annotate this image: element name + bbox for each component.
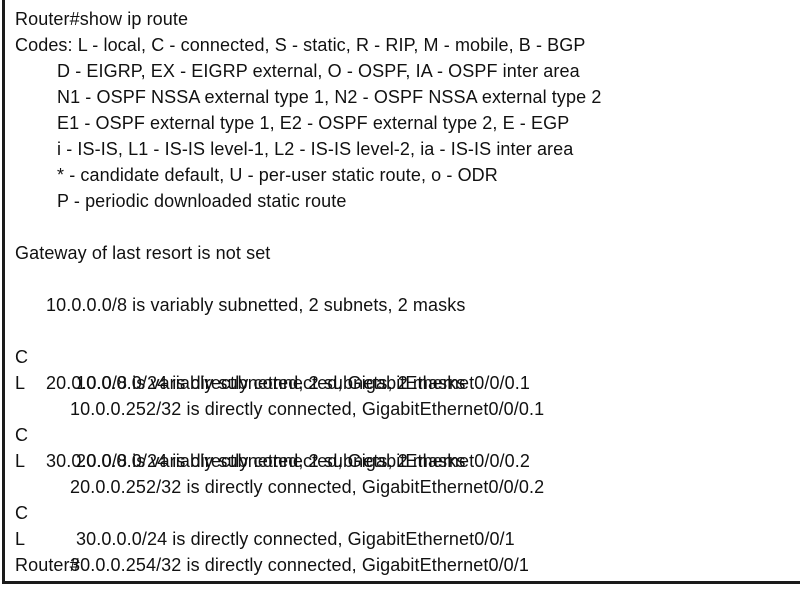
cli-prompt[interactable]: Router# (15, 555, 80, 575)
network-summary: 10.0.0.0/8 is variably subnetted, 2 subn… (46, 295, 466, 315)
command-line: Router#show ip route (15, 9, 189, 29)
codes-line-3: N1 - OSPF NSSA external type 1, N2 - OSP… (57, 87, 602, 107)
route-row: C 30.0.0.0/24 is directly connected, Gig… (15, 474, 795, 549)
route-text: 30.0.0.0/24 is directly connected, Gigab… (76, 529, 515, 549)
route-code: C (15, 425, 29, 445)
route-text: 10.0.0.252/32 is directly connected, Gig… (70, 399, 545, 419)
gateway-line: Gateway of last resort is not set (15, 243, 271, 263)
route-code: L (15, 373, 26, 393)
codes-line-2: D - EIGRP, EX - EIGRP external, O - OSPF… (57, 61, 580, 81)
route-row: L 30.0.0.254/32 is directly connected, G… (15, 500, 795, 575)
route-code: L (15, 451, 26, 471)
route-row: C 20.0.0.0/24 is directly connected, Gig… (15, 396, 795, 471)
codes-line-1: Codes: L - local, C - connected, S - sta… (15, 35, 586, 55)
route-row: L 20.0.0.252/32 is directly connected, G… (15, 422, 795, 497)
codes-line-7: P - periodic downloaded static route (57, 191, 347, 211)
route-row: L 10.0.0.252/32 is directly connected, G… (15, 344, 795, 419)
network-summary: 30.0.0.0/8 is variably subnetted, 2 subn… (46, 451, 466, 471)
route-row: C 10.0.0.0/24 is directly connected, Gig… (15, 318, 795, 393)
terminal-output: c g Router#show ip route Codes: L - loca… (2, 0, 800, 584)
route-text: 10.0.0.0/24 is directly connected, Gigab… (76, 373, 530, 393)
route-text: 20.0.0.252/32 is directly connected, Gig… (70, 477, 545, 497)
route-text: 20.0.0.0/24 is directly connected, Gigab… (76, 451, 530, 471)
route-text: 30.0.0.254/32 is directly connected, Gig… (70, 555, 529, 575)
network-summary: 20.0.0.0/8 is variably subnetted, 2 subn… (46, 373, 466, 393)
codes-line-6: * - candidate default, U - per-user stat… (57, 165, 498, 185)
codes-line-4: E1 - OSPF external type 1, E2 - OSPF ext… (57, 113, 570, 133)
route-code: C (15, 503, 29, 523)
route-code: L (15, 529, 26, 549)
route-code: C (15, 347, 29, 367)
codes-line-5: i - IS-IS, L1 - IS-IS level-1, L2 - IS-I… (57, 139, 574, 159)
